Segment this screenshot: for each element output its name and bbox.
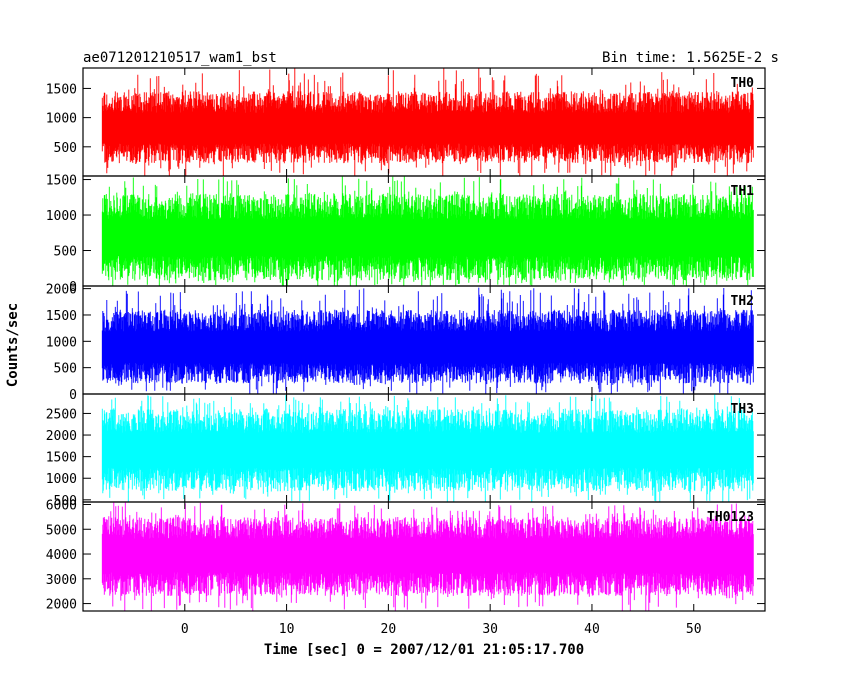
series-label: TH2 xyxy=(731,294,754,309)
chart-title: ae071201210517_wam1_bst xyxy=(83,50,277,66)
series-label: TH3 xyxy=(731,402,754,417)
y-tick-label: 1000 xyxy=(46,112,77,127)
panel-th0123: 2000 3000 4000 5000 6000 TH0123 xyxy=(46,498,766,613)
y-tick-label: 1000 xyxy=(46,209,77,224)
series-th3-trace xyxy=(101,394,754,502)
y-tick-label: 1500 xyxy=(46,309,77,324)
y-tick-label: 2500 xyxy=(46,407,77,422)
y-tick-label: 0 xyxy=(69,280,77,295)
panel-th1: 0 500 1000 1500 TH1 xyxy=(46,174,766,295)
x-tick-label: 30 xyxy=(482,622,498,637)
series-th1-trace xyxy=(101,176,754,286)
panel-th3: 500 1000 1500 2000 2500 TH3 xyxy=(46,393,766,509)
series-th0-trace xyxy=(101,68,754,176)
y-tick-label: 1500 xyxy=(46,174,77,189)
y-tick-label: 2000 xyxy=(46,598,77,613)
x-axis-label: Time [sec] 0 = 2007/12/01 21:05:17.700 xyxy=(264,642,584,658)
y-tick-label: 2000 xyxy=(46,283,77,298)
x-tick-label: 0 xyxy=(181,622,189,637)
x-tick-label: 10 xyxy=(279,622,295,637)
x-tick-label: 20 xyxy=(381,622,397,637)
panels: 500 1000 1500 TH0 0 500 1000 1500 TH1 0 500 1000 150… xyxy=(46,67,766,613)
y-tick-label: 6000 xyxy=(46,498,77,513)
y-tick-label: 500 xyxy=(54,141,77,156)
panel-th0: 500 1000 1500 TH0 xyxy=(46,67,766,177)
x-axis: 0 10 20 30 40 50 xyxy=(181,622,702,637)
series-label: TH0123 xyxy=(707,510,754,525)
x-tick-label: 40 xyxy=(584,622,600,637)
panel-frame xyxy=(82,501,766,612)
y-tick-label: 1500 xyxy=(46,82,77,97)
y-tick-label: 1000 xyxy=(46,472,77,487)
panel-th2: 0 500 1000 1500 2000 TH2 xyxy=(46,283,766,403)
series-th2-trace xyxy=(101,287,754,394)
x-tick-label: 50 xyxy=(686,622,702,637)
y-tick-label: 500 xyxy=(54,362,77,377)
y-axis-label: Counts/sec xyxy=(5,303,21,387)
y-tick-label: 2000 xyxy=(46,429,77,444)
y-tick-label: 500 xyxy=(54,245,77,260)
y-tick-label: 0 xyxy=(69,388,77,403)
y-tick-label: 1000 xyxy=(46,335,77,350)
series-label: TH1 xyxy=(731,184,755,199)
y-tick-label: 5000 xyxy=(46,523,77,538)
chart-subtitle: Bin time: 1.5625E-2 s xyxy=(602,50,779,66)
y-tick-label: 500 xyxy=(54,494,77,509)
y-tick-label: 4000 xyxy=(46,548,77,563)
y-tick-label: 3000 xyxy=(46,573,77,588)
y-tick-label: 1500 xyxy=(46,451,77,466)
series-label: TH0 xyxy=(731,76,755,91)
series-th0123-trace xyxy=(101,502,754,611)
